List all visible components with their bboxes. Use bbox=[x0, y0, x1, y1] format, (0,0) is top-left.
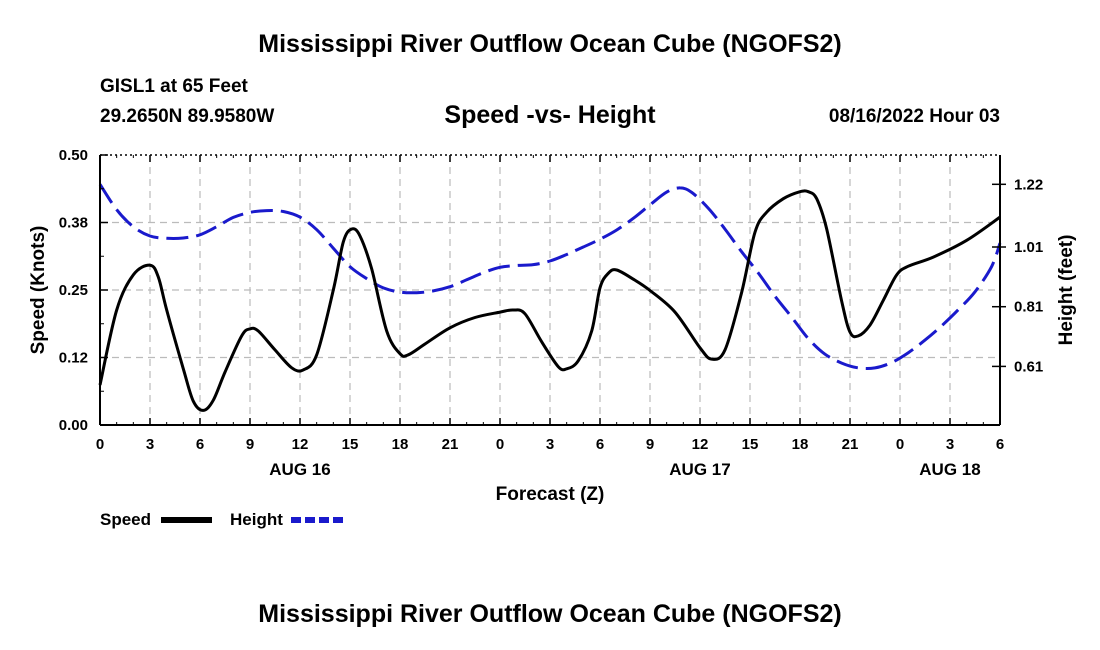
y-tick-label: 0.00 bbox=[59, 417, 88, 434]
x-tick-label: 12 bbox=[292, 436, 309, 453]
x-tick-label: 6 bbox=[196, 436, 204, 453]
chart-subtitle: Speed -vs- Height bbox=[444, 101, 656, 129]
plot-frame bbox=[99, 154, 1006, 426]
y2-tick-label: 0.81 bbox=[1014, 299, 1043, 316]
y-tick-label: 0.25 bbox=[59, 282, 88, 299]
y2-tick-label: 1.22 bbox=[1014, 176, 1043, 193]
y2-axis-label: Height (feet) bbox=[1056, 235, 1077, 346]
y-tick-label: 0.38 bbox=[59, 215, 88, 232]
y2-tick-label: 1.01 bbox=[1014, 239, 1043, 256]
x-axis-label: Forecast (Z) bbox=[496, 484, 605, 505]
series-layer bbox=[98, 183, 1002, 412]
x-tick-label: 9 bbox=[246, 436, 254, 453]
forecast-datetime: 08/16/2022 Hour 03 bbox=[828, 106, 1000, 127]
x-tick-label: 3 bbox=[946, 436, 954, 453]
footer-title: Mississippi River Outflow Ocean Cube (NG… bbox=[258, 600, 842, 628]
tick-labels: 0 3 6 9 12 15 18 21 0 3 6 9 12 15 18 21 0 3 6 AUG 16 AUG 17 A… bbox=[59, 147, 1043, 479]
x-tick-label: 0 bbox=[896, 436, 904, 453]
x-tick-label: 12 bbox=[692, 436, 709, 453]
station-coordinates: 29.2650N 89.9580W bbox=[100, 106, 275, 127]
x-tick-label: 3 bbox=[146, 436, 154, 453]
x-tick-label: 21 bbox=[442, 436, 459, 453]
main-title: Mississippi River Outflow Ocean Cube (NG… bbox=[258, 30, 842, 58]
x-tick-label: 15 bbox=[742, 436, 759, 453]
x-tick-label: 0 bbox=[496, 436, 504, 453]
legend-speed-label: Speed bbox=[100, 510, 151, 529]
speed-series-line bbox=[98, 189, 1001, 412]
legend-height-label: Height bbox=[230, 510, 283, 529]
x-tick-label: 15 bbox=[342, 436, 359, 453]
x-tick-label: 18 bbox=[792, 436, 809, 453]
x-tick-label: 3 bbox=[546, 436, 554, 453]
x-tick-label: 21 bbox=[842, 436, 859, 453]
station-label: GISL1 at 65 Feet bbox=[100, 76, 248, 97]
x-tick-label: 6 bbox=[596, 436, 604, 453]
x-tick-label: 9 bbox=[646, 436, 654, 453]
date-label: AUG 17 bbox=[669, 460, 730, 479]
legend: Speed Height bbox=[100, 510, 343, 529]
x-tick-label: 18 bbox=[392, 436, 409, 453]
y-axis-label: Speed (Knots) bbox=[28, 226, 49, 355]
y-tick-label: 0.50 bbox=[59, 147, 88, 164]
date-label: AUG 16 bbox=[269, 460, 330, 479]
date-label: AUG 18 bbox=[919, 460, 980, 479]
grid bbox=[100, 155, 1000, 425]
y-tick-label: 0.12 bbox=[59, 350, 88, 367]
x-tick-label: 6 bbox=[996, 436, 1004, 453]
x-tick-label: 0 bbox=[96, 436, 104, 453]
y2-tick-label: 0.61 bbox=[1014, 358, 1043, 375]
height-series-line bbox=[98, 183, 1002, 371]
